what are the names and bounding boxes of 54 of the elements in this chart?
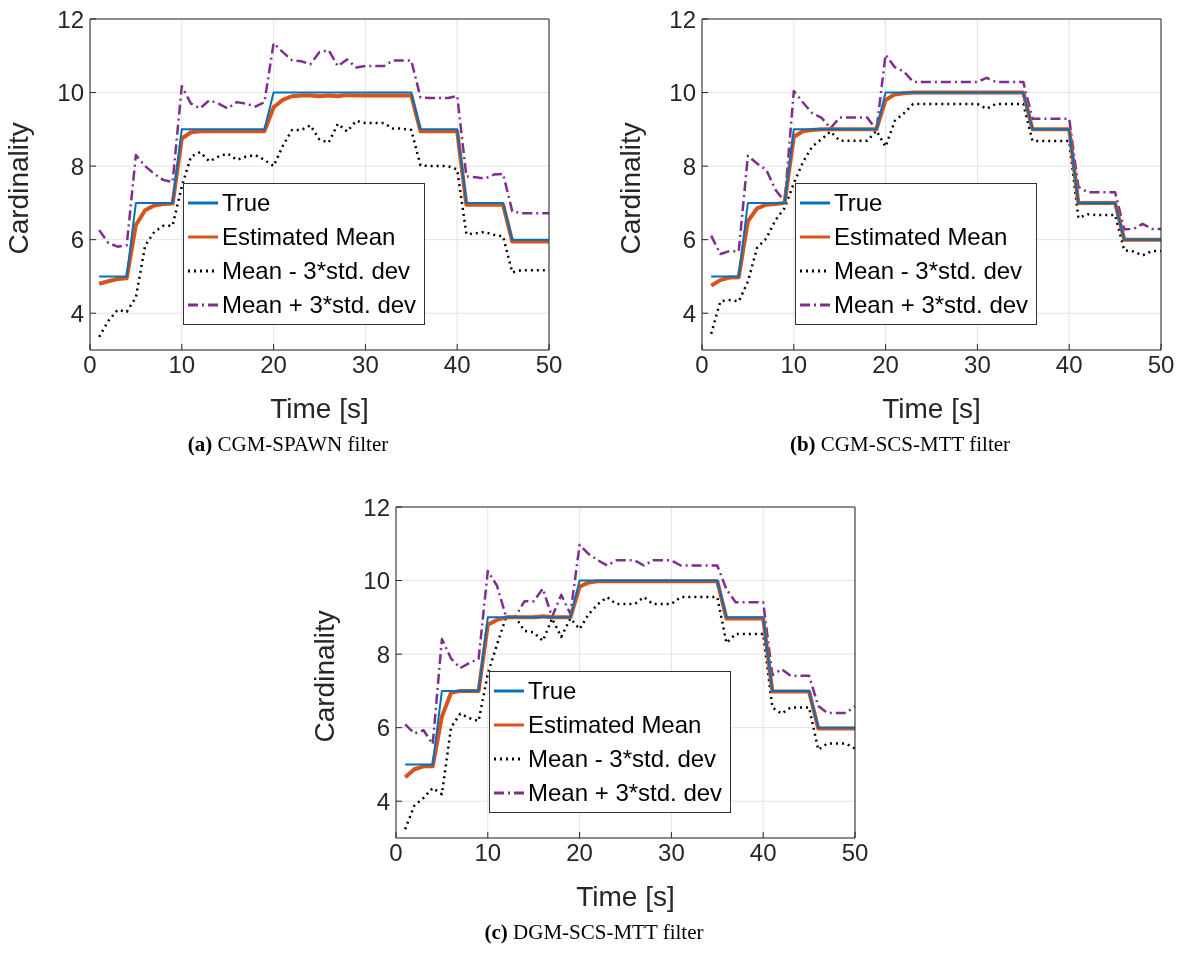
x-tick-label: 10	[780, 351, 808, 379]
y-tick-label: 6	[70, 226, 84, 254]
x-axis-title: Time [s]	[270, 393, 369, 424]
x-tick-label: 20	[566, 839, 593, 867]
x-tick-label: 20	[872, 351, 899, 379]
y-tick-label: 4	[376, 787, 390, 815]
legend-label: Mean - 3*std. dev	[222, 257, 411, 285]
legend-label: Mean - 3*std. dev	[528, 745, 717, 773]
y-tick-label: 12	[363, 493, 390, 521]
y-tick-label: 8	[70, 152, 84, 180]
y-tick-label: 12	[669, 5, 696, 33]
y-tick-label: 8	[682, 152, 696, 180]
legend-label: True	[222, 189, 271, 217]
x-tick-label: 50	[535, 351, 563, 379]
y-tick-label: 10	[669, 79, 696, 107]
x-tick-label: 50	[1147, 351, 1175, 379]
legend-label: Estimated Mean	[528, 711, 702, 739]
x-tick-label: 30	[964, 351, 991, 379]
x-tick-label: 40	[749, 839, 777, 867]
y-tick-label: 8	[376, 640, 390, 668]
x-tick-label: 30	[352, 351, 379, 379]
y-tick-label: 10	[57, 79, 84, 107]
x-tick-label: 10	[474, 839, 502, 867]
y-axis-title: Cardinality	[2, 122, 34, 255]
text: (c) DGM-SCS-MTT filter	[483, 920, 705, 945]
y-tick-label: 6	[682, 226, 696, 254]
y-axis-title: Cardinality	[308, 610, 340, 743]
x-tick-label: 0	[389, 839, 403, 867]
x-axis-title: Time [s]	[882, 393, 981, 424]
legend-label: True	[834, 189, 883, 217]
text: (b) CGM-SCS-MTT filter	[788, 432, 1012, 457]
legend-label: Mean + 3*std. dev	[222, 291, 417, 319]
x-tick-label: 0	[695, 351, 709, 379]
text: (a) CGM-SPAWN filter	[186, 432, 390, 457]
y-tick-label: 10	[363, 567, 390, 595]
x-tick-label: 0	[83, 351, 97, 379]
legend-label: True	[528, 677, 577, 705]
y-tick-label: 6	[376, 714, 390, 742]
x-tick-label: 10	[168, 351, 196, 379]
x-tick-label: 30	[658, 839, 685, 867]
legend-label: Estimated Mean	[834, 223, 1008, 251]
y-tick-label: 4	[70, 299, 84, 327]
y-tick-label: 12	[57, 5, 84, 33]
legend-label: Mean + 3*std. dev	[834, 291, 1029, 319]
legend-label: Mean + 3*std. dev	[528, 779, 723, 807]
x-tick-label: 40	[1055, 351, 1083, 379]
y-tick-label: 4	[682, 299, 696, 327]
x-tick-label: 40	[443, 351, 471, 379]
legend-label: Estimated Mean	[222, 223, 396, 251]
x-tick-label: 20	[260, 351, 287, 379]
y-axis-title: Cardinality	[614, 122, 646, 255]
legend-label: Mean - 3*std. dev	[834, 257, 1023, 285]
x-tick-label: 50	[841, 839, 869, 867]
x-axis-title: Time [s]	[576, 881, 675, 912]
